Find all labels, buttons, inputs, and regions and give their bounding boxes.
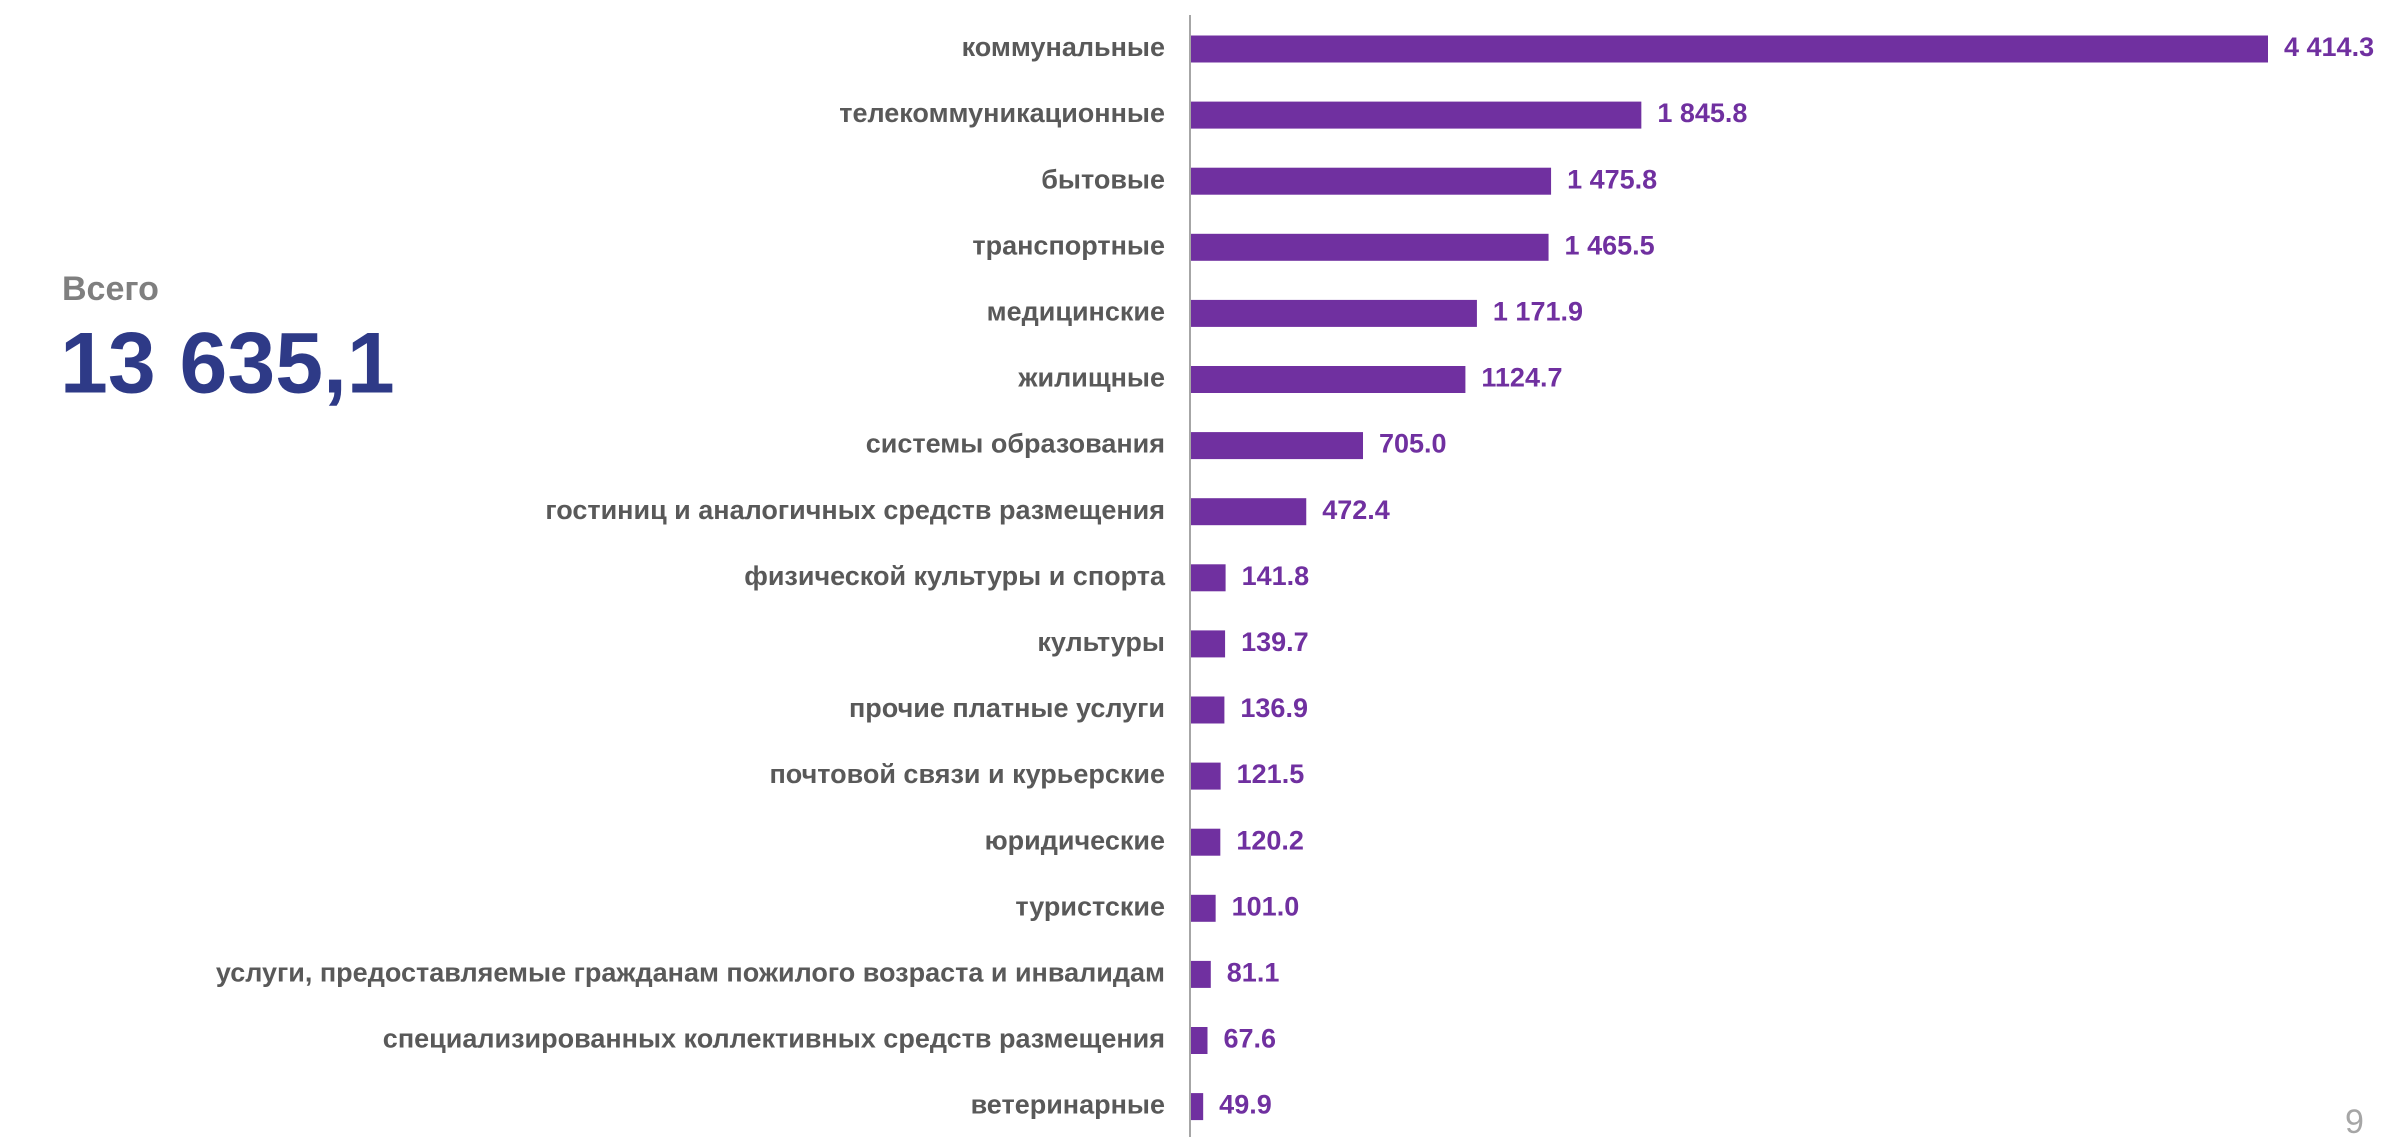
bar xyxy=(1191,763,1221,790)
bar xyxy=(1191,564,1226,591)
bar xyxy=(1191,366,1465,393)
category-label: специализированных коллективных средств … xyxy=(383,1024,1165,1054)
bar xyxy=(1191,961,1211,988)
bar xyxy=(1191,300,1477,327)
category-label: коммунальные xyxy=(962,32,1165,62)
category-label: системы образования xyxy=(866,429,1165,459)
category-label: транспортные xyxy=(972,230,1165,260)
bar xyxy=(1191,630,1225,657)
value-label: 121.5 xyxy=(1237,759,1305,789)
bar xyxy=(1191,697,1224,724)
bar xyxy=(1191,895,1216,922)
value-label: 1 465.5 xyxy=(1565,230,1655,260)
bar xyxy=(1191,432,1363,459)
value-label: 49.9 xyxy=(1219,1090,1272,1120)
category-label: телекоммуникационные xyxy=(839,98,1165,128)
value-label: 1 171.9 xyxy=(1493,297,1583,327)
category-label: юридические xyxy=(985,825,1165,855)
category-label: прочие платные услуги xyxy=(849,693,1165,723)
value-label: 1 475.8 xyxy=(1567,164,1657,194)
category-label: физической культуры и спорта xyxy=(744,561,1166,591)
category-label: ветеринарные xyxy=(971,1090,1165,1120)
category-label: почтовой связи и курьерские xyxy=(769,759,1165,789)
value-label: 136.9 xyxy=(1240,693,1308,723)
category-label: жилищные xyxy=(1017,363,1165,393)
bar xyxy=(1191,829,1220,856)
page: Всего 13 635,1 9 коммунальные 4 414.3 теле… xyxy=(0,0,2387,1137)
total-label: Всего xyxy=(62,270,159,308)
category-label: гостиниц и аналогичных средств размещени… xyxy=(545,495,1165,525)
value-label: 120.2 xyxy=(1236,825,1304,855)
value-label: 67.6 xyxy=(1223,1024,1276,1054)
category-label: медицинские xyxy=(987,297,1165,327)
bar xyxy=(1191,498,1306,525)
bar xyxy=(1191,1093,1203,1120)
category-label: услуги, предоставляемые гражданам пожило… xyxy=(216,958,1165,988)
bar xyxy=(1191,234,1549,261)
bar xyxy=(1191,168,1551,195)
value-label: 139.7 xyxy=(1241,627,1309,657)
value-label: 4 414.3 xyxy=(2284,32,2374,62)
category-label: культуры xyxy=(1037,627,1165,657)
total-value: 13 635,1 xyxy=(60,316,395,412)
value-label: 472.4 xyxy=(1322,495,1390,525)
value-label: 101.0 xyxy=(1232,891,1300,921)
bar xyxy=(1191,102,1641,129)
value-label: 141.8 xyxy=(1242,561,1310,591)
value-label: 81.1 xyxy=(1227,958,1280,988)
category-label: туристские xyxy=(1015,891,1165,921)
bar xyxy=(1191,36,2268,63)
bar xyxy=(1191,1027,1207,1054)
page-number: 9 xyxy=(2345,1103,2364,1137)
value-label: 1 845.8 xyxy=(1657,98,1747,128)
value-label: 1124.7 xyxy=(1481,363,1562,393)
value-label: 705.0 xyxy=(1379,429,1447,459)
chart: Всего 13 635,1 9 коммунальные 4 414.3 теле… xyxy=(0,0,2387,1137)
category-label: бытовые xyxy=(1041,164,1165,194)
